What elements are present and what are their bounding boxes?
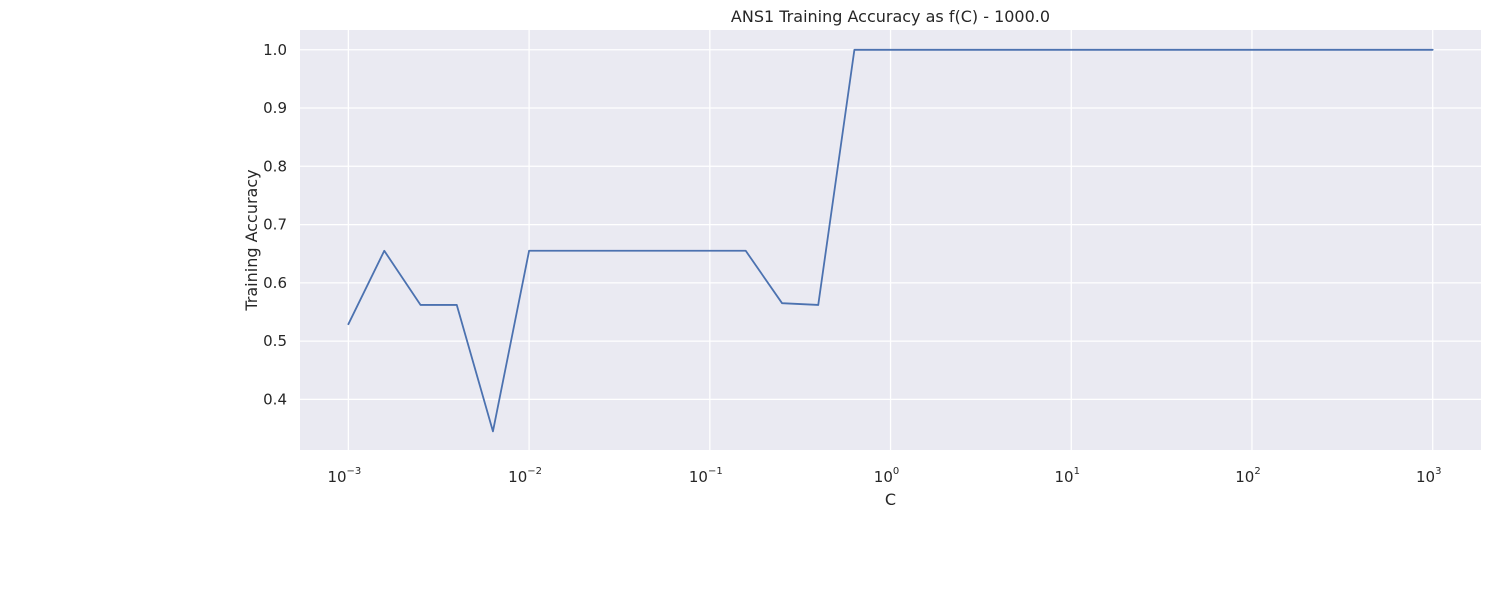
x-tick-exponent: −1 <box>708 466 723 477</box>
x-tick-base: 10 <box>1235 468 1254 486</box>
x-tick-label: 100 <box>874 466 899 486</box>
x-tick-exponent: 0 <box>893 466 899 477</box>
x-tick-base: 10 <box>327 468 346 486</box>
x-tick-base: 10 <box>1416 468 1435 486</box>
x-tick-exponent: −3 <box>347 466 362 477</box>
x-tick-base: 10 <box>689 468 708 486</box>
x-tick-label: 101 <box>1055 466 1080 486</box>
x-tick-label: 10−3 <box>327 466 361 486</box>
x-tick-label: 103 <box>1416 466 1441 486</box>
x-tick-labels: 10−3 10−2 10−1 100 101 102 103 <box>327 466 1441 486</box>
x-tick-base: 10 <box>1055 468 1074 486</box>
y-tick-label: 0.9 <box>263 99 287 117</box>
x-tick-base: 10 <box>508 468 527 486</box>
y-axis-label: Training Accuracy <box>242 169 261 311</box>
x-gridlines <box>347 30 1434 450</box>
x-tick-exponent: 3 <box>1435 466 1441 477</box>
x-tick-exponent: 2 <box>1254 466 1260 477</box>
x-tick-label: 10−2 <box>508 466 542 486</box>
chart-title: ANS1 Training Accuracy as f(C) - 1000.0 <box>731 7 1050 26</box>
x-tick-label: 10−1 <box>689 466 723 486</box>
y-tick-label: 0.7 <box>263 216 287 234</box>
x-tick-label: 102 <box>1235 466 1260 486</box>
y-tick-label: 0.4 <box>263 390 287 408</box>
series-line <box>347 48 1434 433</box>
y-tick-label: 1.0 <box>263 41 287 59</box>
y-tick-label: 0.8 <box>263 157 287 175</box>
x-tick-exponent: 1 <box>1074 466 1080 477</box>
y-tick-label: 0.5 <box>263 332 287 350</box>
x-tick-exponent: −2 <box>527 466 542 477</box>
x-axis-label: C <box>885 490 896 509</box>
x-tick-base: 10 <box>874 468 893 486</box>
y-tick-label: 0.6 <box>263 274 287 292</box>
y-tick-labels: 0.4 0.5 0.6 0.7 0.8 0.9 1.0 <box>263 41 287 409</box>
